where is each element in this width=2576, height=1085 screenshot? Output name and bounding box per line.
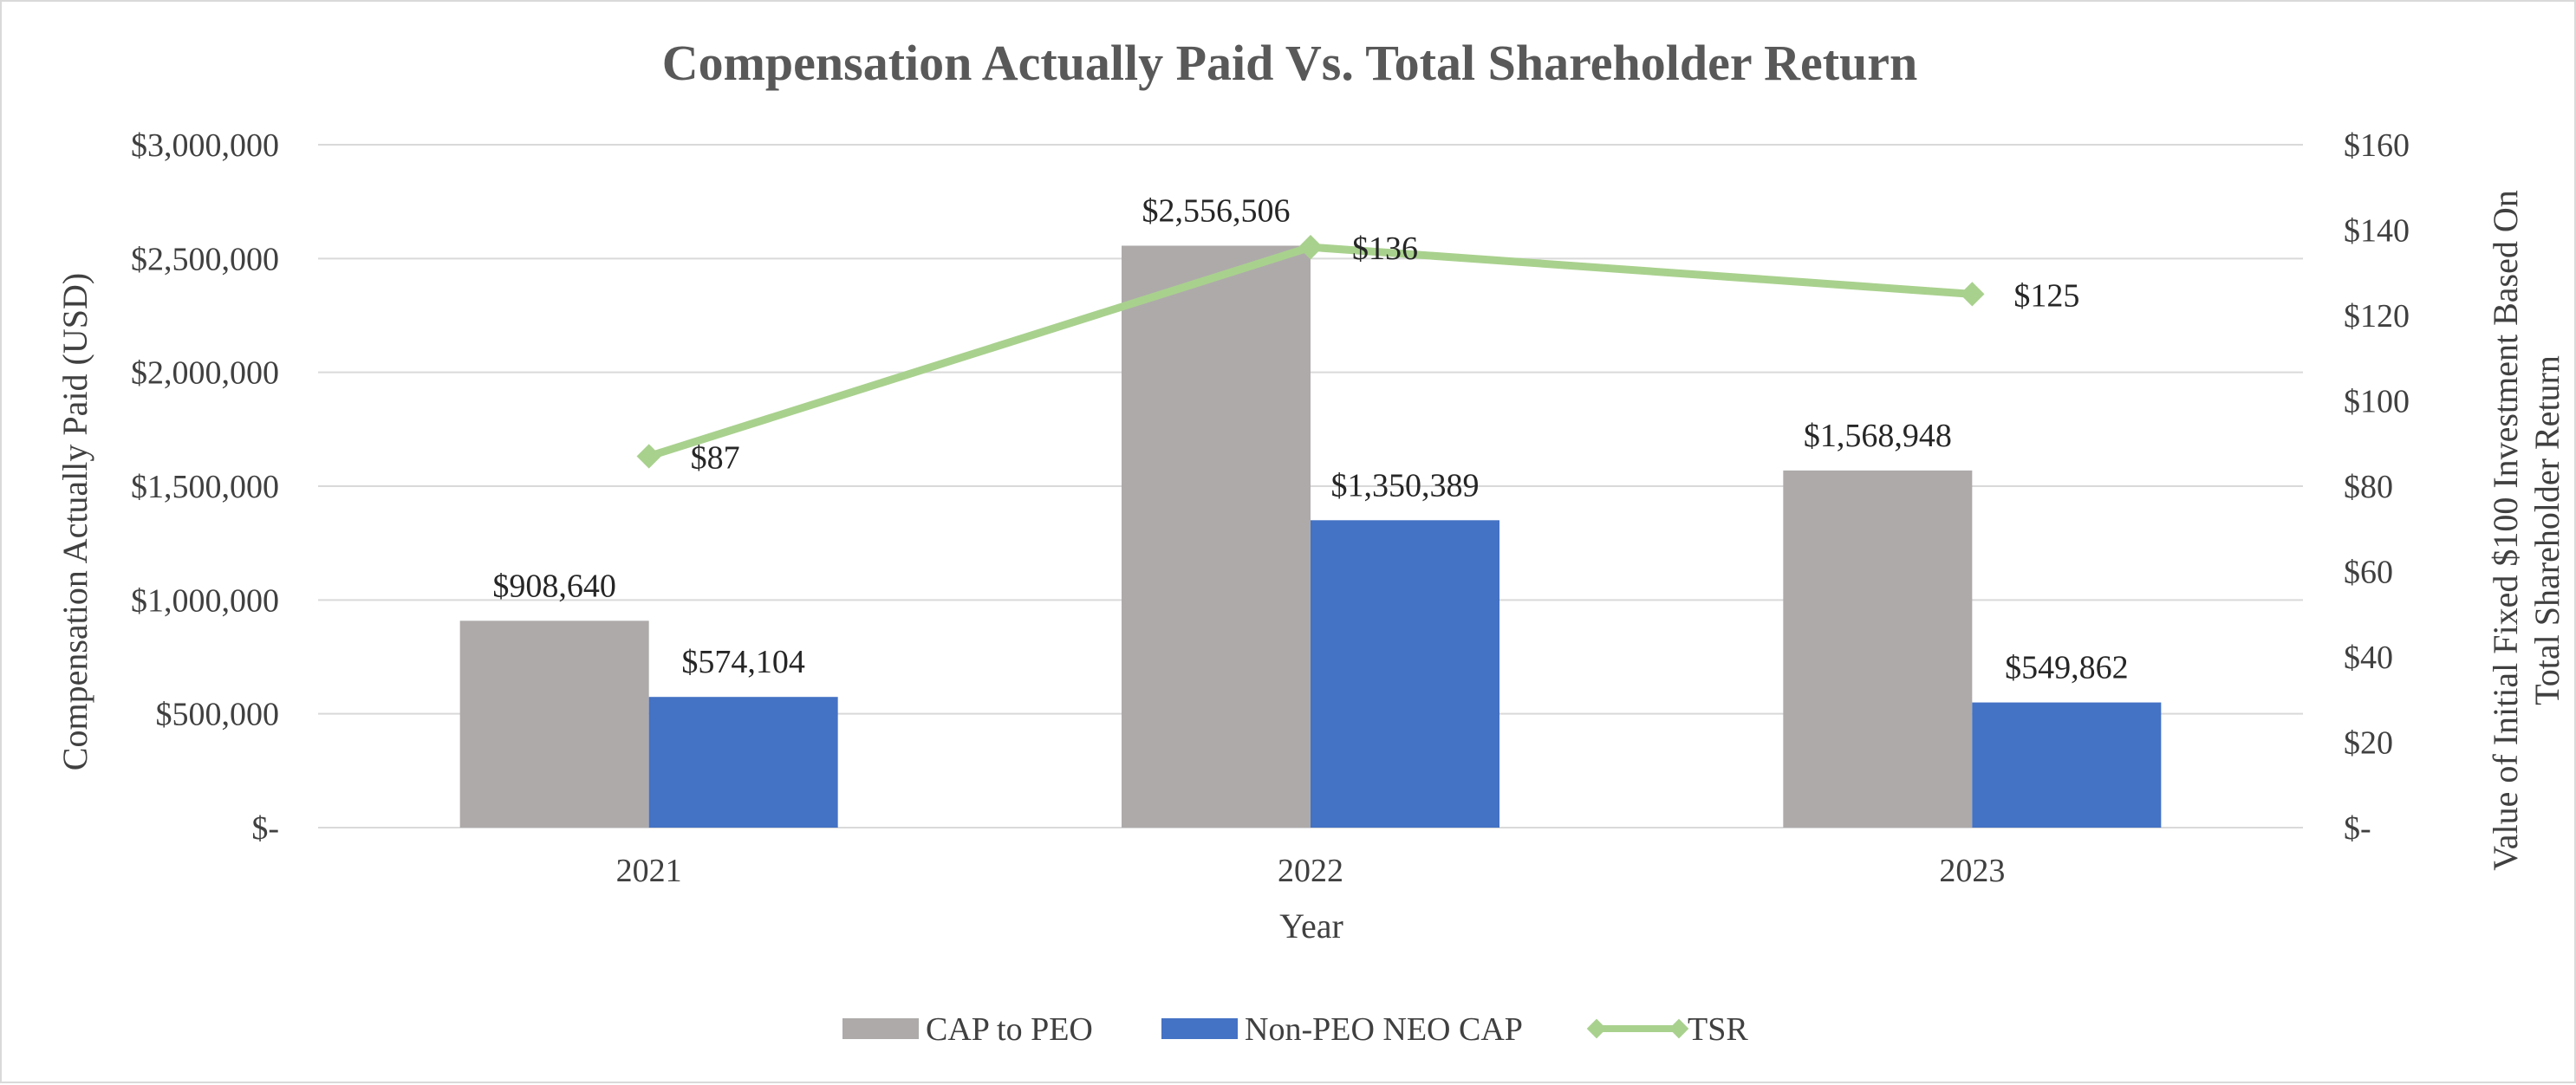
y-tick-label: $1,000,000 xyxy=(131,582,279,619)
y2-tick-label: $80 xyxy=(2344,469,2393,505)
bar-cap-to-peo-2023 xyxy=(1783,470,1973,828)
tsr-point-2021 xyxy=(636,444,661,469)
tsr-point-2023 xyxy=(1960,282,1985,307)
y2-tick-label: $120 xyxy=(2344,298,2410,335)
y-tick-label: $- xyxy=(251,810,279,847)
y2-tick-label: $60 xyxy=(2344,555,2393,591)
bar-cap-to-peo-2022 xyxy=(1122,245,1311,828)
x-tick-label: 2022 xyxy=(1278,853,1343,889)
y-tick-label: $2,000,000 xyxy=(131,355,279,392)
bar-non-peo-neo-cap-2022 xyxy=(1311,520,1499,828)
tsr-line-group xyxy=(636,235,1985,469)
y2-axis-title-line2: Total Shareholder Return xyxy=(2527,355,2566,705)
y-tick-label: $2,500,000 xyxy=(131,241,279,277)
bar-non-peo-neo-cap-2023 xyxy=(1972,702,2162,828)
legend-label-tsr: TSR xyxy=(1688,1011,1748,1048)
tsr-data-label: $125 xyxy=(2013,277,2079,314)
bar-data-label: $908,640 xyxy=(492,568,616,604)
y2-tick-label: $140 xyxy=(2344,213,2410,250)
tsr-data-label: $87 xyxy=(691,440,740,477)
x-tick-label: 2023 xyxy=(1939,853,2005,889)
bar-data-label: $574,104 xyxy=(681,644,805,680)
legend-label-cap-to-peo: CAP to PEO xyxy=(926,1011,1093,1048)
bar-data-label: $1,350,389 xyxy=(1331,467,1480,504)
bar-non-peo-neo-cap-2021 xyxy=(648,697,838,828)
left-axis-ticks: $- $500,000 $1,000,000 $1,500,000 $2,000,000… xyxy=(131,127,279,847)
legend-label-non-peo-neo-cap: Non-PEO NEO CAP xyxy=(1245,1011,1523,1048)
bars xyxy=(459,245,2162,828)
tsr-point-2022 xyxy=(1298,235,1324,260)
y-axis-title: Compensation Actually Paid (USD) xyxy=(55,273,94,770)
legend-tsr-marker-right xyxy=(1669,1018,1689,1039)
x-axis-title: Year xyxy=(1279,906,1343,945)
legend: CAP to PEO Non-PEO NEO CAP TSR xyxy=(842,1011,1748,1048)
y2-tick-label: $160 xyxy=(2344,127,2410,164)
data-labels: $908,640 $2,556,506 $1,568,948 $574,104 $1,3… xyxy=(492,192,2128,685)
y2-axis-title-line1: Value of Initial Fixed $100 Investment B… xyxy=(2486,190,2525,870)
legend-tsr-marker-left xyxy=(1586,1018,1607,1039)
bar-cap-to-peo-2021 xyxy=(459,620,649,828)
x-tick-label: 2021 xyxy=(616,853,682,889)
y2-tick-label: $40 xyxy=(2344,640,2393,676)
x-axis-ticks: 2021 2022 2023 xyxy=(616,853,2006,889)
legend-swatch-cap-to-peo xyxy=(842,1018,919,1039)
y-tick-label: $1,500,000 xyxy=(131,469,279,505)
bar-data-label: $2,556,506 xyxy=(1142,192,1291,229)
bar-data-label: $1,568,948 xyxy=(1804,418,1952,454)
y-tick-label: $3,000,000 xyxy=(131,127,279,164)
y-tick-label: $500,000 xyxy=(156,697,280,733)
y2-tick-label: $100 xyxy=(2344,384,2410,420)
y2-tick-label: $20 xyxy=(2344,725,2393,762)
y2-tick-label: $- xyxy=(2344,810,2371,847)
right-axis-ticks: $- $20 $40 $60 $80 $100 $120 $140 $160 xyxy=(2344,127,2410,847)
tsr-data-label: $136 xyxy=(1352,231,1418,267)
bar-data-label: $549,862 xyxy=(2005,650,2129,686)
chart-title: Compensation Actually Paid Vs. Total Sha… xyxy=(662,35,1918,91)
legend-swatch-non-peo-neo-cap xyxy=(1161,1018,1238,1039)
